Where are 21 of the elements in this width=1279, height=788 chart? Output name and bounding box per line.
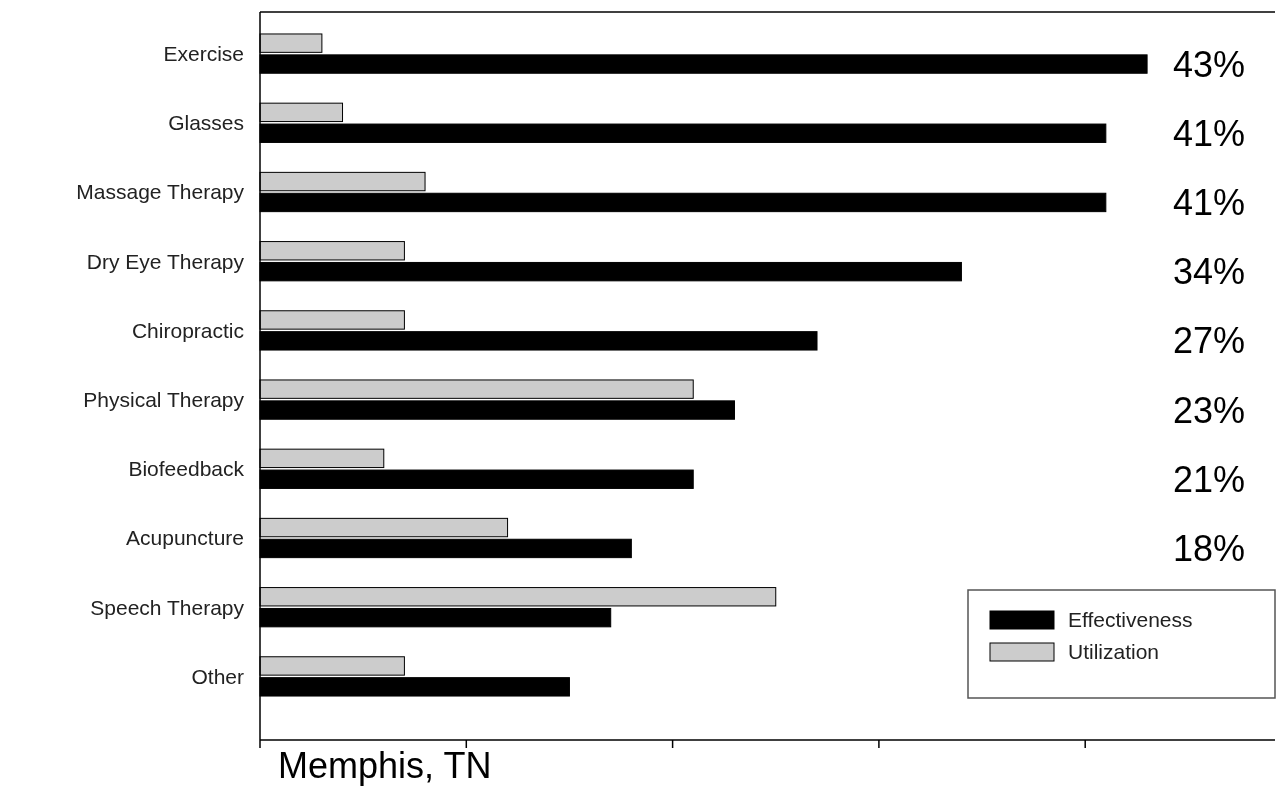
y-tick-label: Dry Eye Therapy [86, 249, 245, 273]
legend-label: Utilization [1068, 640, 1160, 664]
data-label: 23% [1172, 389, 1245, 431]
y-tick-label: Acupuncture [126, 526, 244, 550]
y-tick-label: Other [191, 664, 244, 688]
data-label: 27% [1172, 320, 1245, 362]
y-tick-label: Massage Therapy [76, 180, 245, 204]
y-tick-label: Exercise [163, 41, 244, 65]
data-label: 34% [1172, 251, 1245, 293]
data-label: 43% [1172, 43, 1245, 85]
y-tick-label: Physical Therapy [83, 387, 245, 411]
data-label: 18% [1172, 528, 1245, 570]
y-tick-label: Glasses [168, 111, 244, 135]
y-tick-label: Chiropractic [131, 318, 244, 342]
data-label: 41% [1172, 182, 1245, 224]
data-label: 41% [1172, 112, 1245, 154]
y-tick-label: Speech Therapy [90, 595, 245, 619]
legend-label: Effectiveness [1068, 608, 1193, 632]
text: Memphis, TN [278, 745, 492, 786]
y-tick-label: Biofeedback [128, 457, 245, 481]
data-label: 21% [1172, 458, 1245, 500]
